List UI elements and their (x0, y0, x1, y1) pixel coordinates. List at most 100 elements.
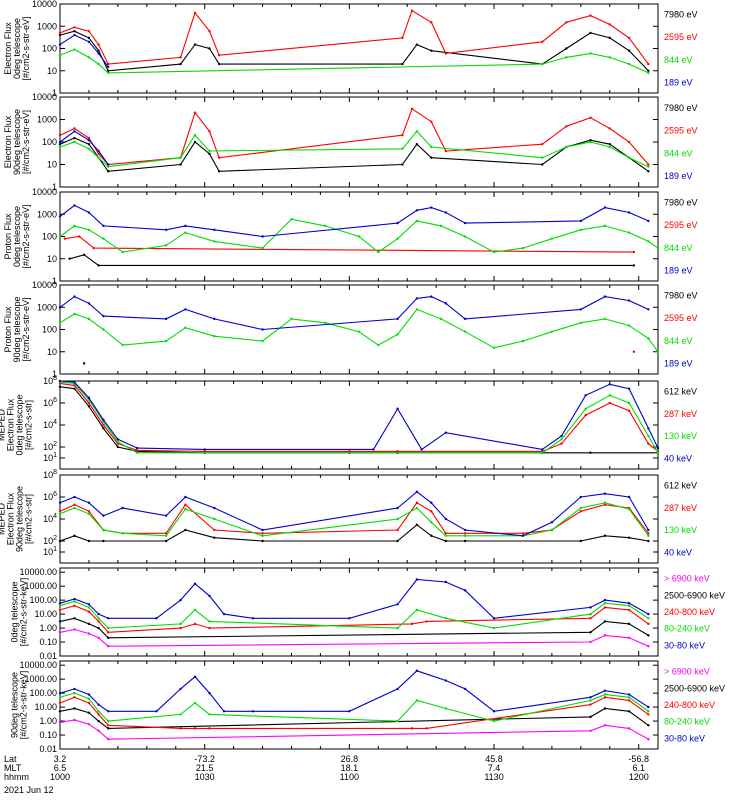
data-point (444, 211, 448, 214)
y-axis-title-line: 0deg telescope (12, 206, 22, 267)
y-tick-label: 1000.00 (24, 581, 57, 591)
data-point (627, 608, 631, 612)
data-point (208, 727, 211, 730)
data-point (589, 140, 592, 144)
legend-entry: 30-80 keV (664, 640, 705, 650)
footer-value: 3.2 (54, 754, 67, 764)
y-axis-title-line: [#/cm2-s-str-keV] (19, 578, 29, 647)
data-point (608, 145, 611, 149)
series-line (59, 30, 649, 72)
data-point (87, 56, 91, 59)
data-point (401, 134, 404, 137)
data-point (396, 626, 399, 630)
y-axis-title-line: [#/cm2-s-str] (24, 494, 34, 544)
footer-row-label: Lat (4, 754, 17, 764)
data-point (401, 163, 404, 166)
data-point (73, 503, 76, 506)
footer-value: 1200 (629, 772, 649, 782)
data-point (73, 26, 76, 29)
data-point (87, 142, 91, 146)
series-line (59, 578, 649, 619)
legend-entry: 130 keV (664, 525, 697, 535)
data-point (401, 147, 404, 150)
y-axis-title-line: [#/cm2-s-str-keV] (19, 671, 29, 740)
data-point (627, 507, 631, 511)
data-point (603, 534, 607, 537)
y-tick-label: 10 (47, 254, 57, 264)
y-axis-title-line: 90deg telescope (12, 109, 22, 175)
legend-entry: 130 keV (664, 431, 697, 441)
data-point (102, 514, 105, 517)
data-point (647, 724, 650, 727)
y-tick-label: 100 (42, 232, 57, 242)
footer-value: 18.1 (341, 763, 359, 773)
data-point (179, 626, 182, 630)
series-line (59, 295, 649, 331)
data-point (107, 636, 110, 640)
data-point (627, 211, 631, 214)
data-point (107, 69, 110, 72)
data-point (121, 343, 124, 347)
data-point (87, 512, 91, 515)
data-point (78, 235, 81, 238)
data-point (87, 302, 91, 305)
series-line (59, 617, 649, 639)
data-point (193, 111, 197, 114)
data-point (179, 687, 182, 691)
data-point (589, 703, 592, 706)
data-point (603, 693, 607, 696)
data-point (396, 221, 399, 225)
y-tick-label: 10000 (32, 92, 57, 102)
footer-value: 1000 (50, 772, 70, 782)
y-axis-title-line: 90deg telescope (15, 486, 25, 552)
y-tick-label: 10000.00 (19, 567, 57, 577)
data-point (579, 219, 583, 223)
series-line (59, 380, 659, 451)
data-point (87, 697, 91, 700)
data-point (58, 701, 62, 705)
data-point (58, 539, 62, 543)
data-point (58, 696, 62, 699)
data-point (217, 62, 221, 66)
data-point (550, 521, 554, 524)
y-axis-title-line: Electron Flux (6, 398, 16, 451)
data-point (73, 600, 76, 603)
data-point (589, 612, 592, 616)
data-point (415, 490, 419, 493)
data-point (203, 448, 206, 451)
data-point (97, 264, 100, 267)
legend-entry: 612 keV (664, 387, 697, 397)
y-axis-title-line: Electron Flux (3, 22, 13, 75)
data-point (87, 139, 91, 142)
data-point (73, 687, 76, 691)
data-point (193, 608, 197, 612)
data-point (401, 62, 404, 66)
data-point (116, 440, 120, 443)
data-point (627, 696, 631, 699)
data-point (647, 534, 650, 537)
data-point (603, 696, 607, 699)
y-tick-label: 1000 (37, 21, 57, 31)
data-point (193, 134, 197, 137)
legend-entry: 40 keV (664, 547, 692, 557)
data-point (73, 380, 76, 384)
data-point (58, 604, 62, 607)
footer: Lat 3.2 -73.2 26.8 45.8 -56.8 MLT 6.5 21.5 18.1 7.… (4, 754, 649, 795)
data-point (444, 580, 448, 584)
data-point (87, 606, 91, 609)
data-point (589, 699, 592, 702)
data-point (627, 36, 631, 40)
data-point (415, 142, 419, 146)
data-point (135, 446, 139, 450)
data-point (184, 507, 187, 511)
data-point (164, 228, 168, 232)
data-point (608, 383, 611, 386)
data-point (396, 407, 399, 410)
legend-entry: 30-80 keV (664, 733, 705, 743)
data-point (463, 235, 467, 238)
data-point (208, 149, 211, 153)
data-point (73, 48, 76, 51)
data-point (73, 224, 76, 228)
plot-frame (59, 96, 659, 188)
